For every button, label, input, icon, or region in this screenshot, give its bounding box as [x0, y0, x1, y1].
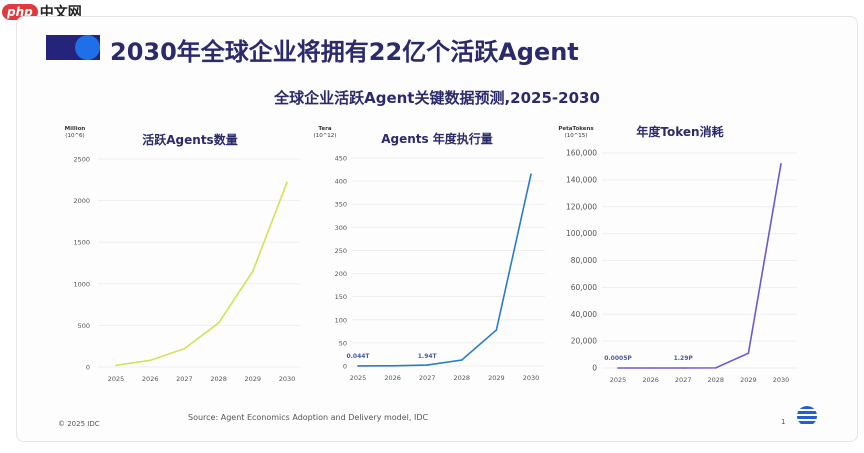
y-tick-label: 500 [78, 322, 90, 330]
y-tick-label: 50 [339, 339, 347, 347]
y-tick-label: 0 [592, 364, 597, 373]
y-tick-label: 450 [335, 155, 347, 163]
chart-title: 活跃Agents数量 [142, 132, 237, 147]
y-tick-label: 150 [335, 293, 347, 301]
x-tick-label: 2028 [708, 376, 725, 384]
source-note: Source: Agent Economics Adoption and Del… [188, 413, 429, 422]
data-label: 0.044T [346, 353, 370, 360]
x-tick-label: 2029 [245, 375, 262, 383]
x-tick-label: 2029 [488, 374, 505, 382]
data-label: 1.94T [418, 353, 438, 360]
x-tick-label: 2027 [176, 375, 193, 383]
chart-title: 年度Token消耗 [636, 124, 723, 139]
x-tick-label: 2028 [210, 375, 227, 383]
y-tick-label: 400 [335, 178, 347, 186]
series-line [115, 182, 288, 367]
x-tick-label: 2025 [610, 376, 627, 384]
data-point [391, 364, 394, 367]
data-point [715, 367, 717, 369]
data-point [495, 329, 498, 331]
y-tick-label: 300 [335, 224, 347, 232]
unit-label: Tera [318, 126, 331, 132]
y-tick-label: 100 [335, 316, 347, 324]
slide-title: 2030年全球企业将拥有22亿个活跃Agent [110, 38, 579, 66]
y-tick-label: 40,000 [571, 310, 597, 319]
y-tick-label: 100,000 [566, 229, 597, 238]
data-point [149, 359, 151, 362]
idc-logo-icon [797, 406, 817, 426]
data-point [649, 367, 652, 369]
y-tick-label: 2000 [73, 197, 90, 205]
y-tick-label: 20,000 [571, 337, 597, 346]
slide [16, 16, 858, 442]
x-tick-label: 2030 [773, 376, 790, 384]
y-tick-label: 1000 [73, 280, 90, 288]
data-point [747, 352, 750, 355]
x-tick-label: 2030 [279, 375, 296, 383]
series-line [617, 163, 782, 369]
x-tick-label: 2026 [384, 374, 401, 382]
data-point [252, 270, 254, 273]
data-point [286, 181, 288, 184]
y-tick-label: 80,000 [571, 256, 597, 265]
unit-label: (10^12) [314, 133, 337, 139]
unit-label: PetaTokens [558, 126, 594, 132]
x-tick-label: 2027 [675, 376, 692, 384]
data-label: 0.0005P [604, 355, 632, 362]
x-tick-label: 2030 [523, 374, 540, 382]
unit-label: (10^15) [565, 133, 588, 139]
y-tick-label: 0 [86, 364, 90, 372]
slide-subtitle: 全球企业活跃Agent关键数据预测,2025-2030 [274, 89, 600, 107]
copyright: © 2025 IDC [58, 420, 100, 428]
y-tick-label: 250 [335, 247, 347, 255]
y-tick-label: 1500 [73, 239, 90, 247]
data-point [357, 365, 359, 367]
data-point [115, 364, 117, 367]
y-tick-label: 2500 [73, 156, 90, 164]
x-tick-label: 2025 [350, 374, 367, 382]
data-point [183, 347, 186, 350]
title-accent-icon [46, 35, 100, 60]
y-tick-label: 120,000 [566, 202, 597, 211]
y-tick-label: 160,000 [566, 149, 597, 158]
data-point [780, 162, 782, 165]
series-line [357, 174, 532, 367]
x-tick-label: 2026 [142, 375, 159, 383]
data-point [461, 359, 463, 361]
y-tick-label: 140,000 [566, 175, 597, 184]
data-point [682, 367, 684, 369]
unit-label: Million [65, 126, 86, 132]
chart-title: Agents 年度执行量 [381, 131, 493, 146]
y-tick-label: 350 [335, 201, 347, 209]
x-tick-label: 2028 [454, 374, 471, 382]
x-tick-label: 2029 [740, 376, 757, 384]
data-point [617, 367, 619, 369]
y-tick-label: 200 [335, 270, 347, 278]
page-number: 1 [781, 418, 786, 426]
data-point [426, 364, 429, 366]
x-tick-label: 2026 [642, 376, 659, 384]
data-label: 1.29P [674, 355, 694, 362]
y-tick-label: 0 [343, 363, 347, 371]
unit-label: (10^6) [65, 133, 84, 139]
y-tick-label: 60,000 [571, 283, 597, 292]
data-point [530, 173, 532, 175]
data-point [217, 322, 220, 324]
x-tick-label: 2027 [419, 374, 436, 382]
x-tick-label: 2025 [108, 375, 125, 383]
